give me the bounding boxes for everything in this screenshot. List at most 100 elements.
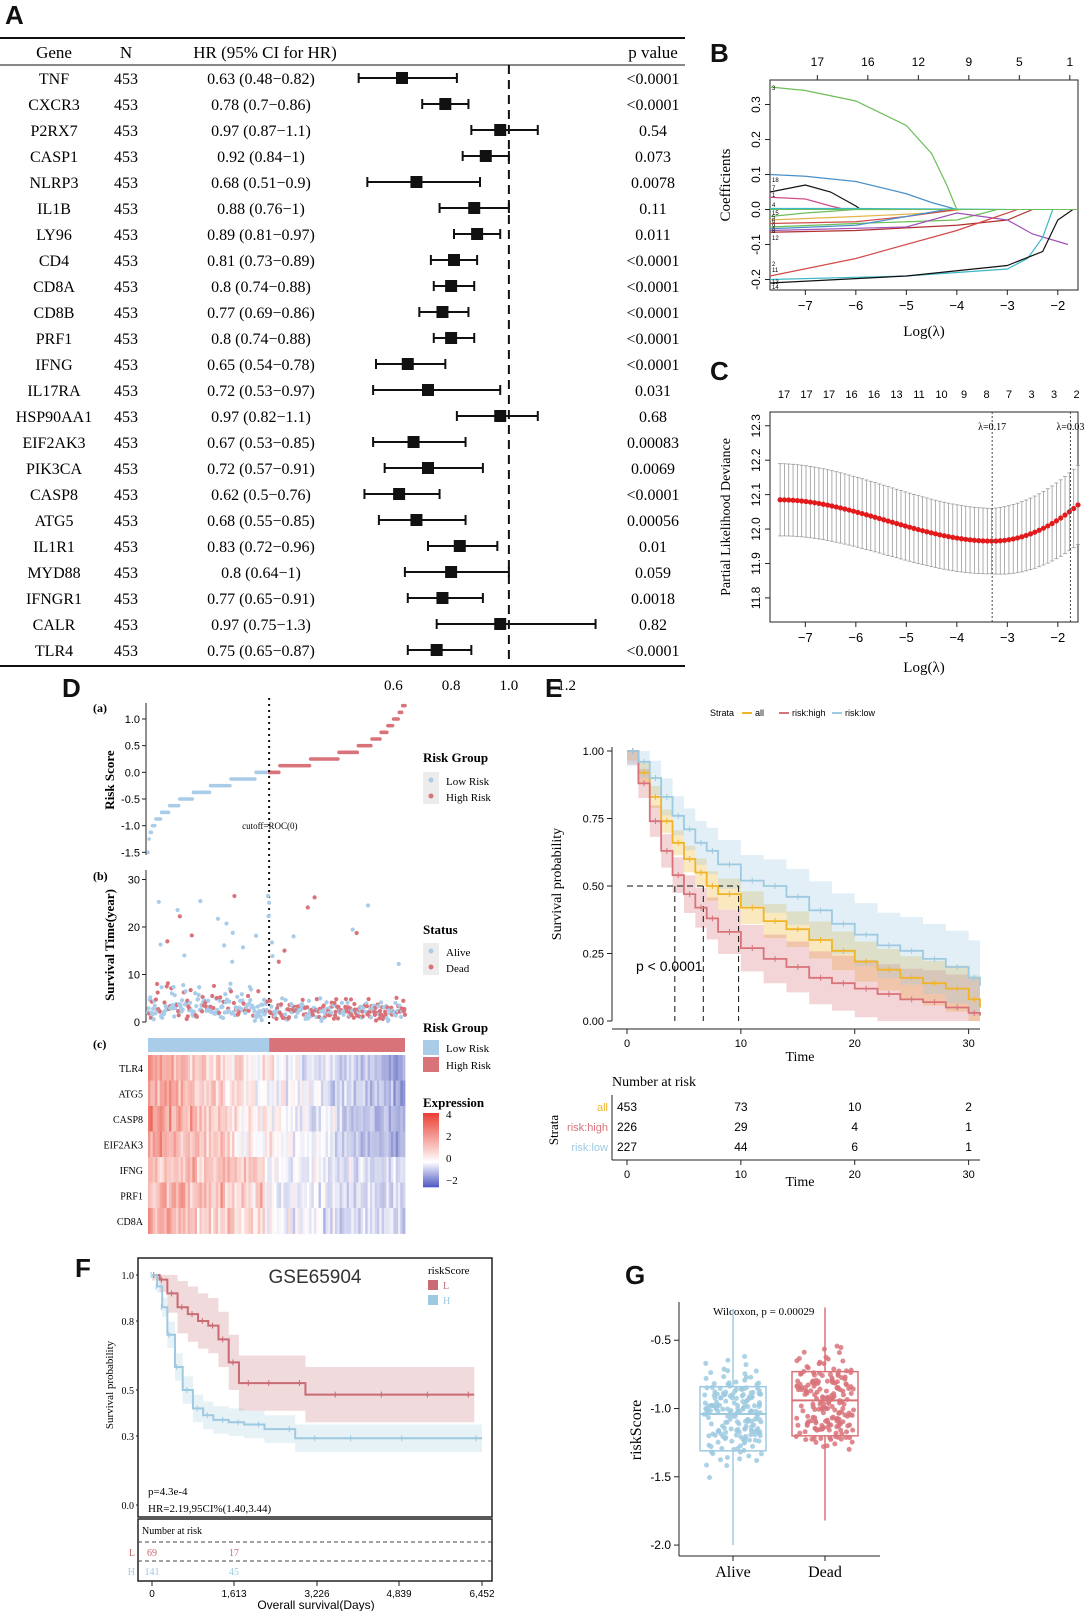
- heatmap-cell: [390, 1106, 394, 1132]
- legend-label: risk:high: [792, 708, 826, 718]
- heatmap-cell: [232, 1080, 235, 1107]
- deviance-point: [915, 526, 921, 533]
- heatmap-cell: [379, 1055, 383, 1081]
- heatmap-cell: [171, 1182, 175, 1209]
- heatmap-cell: [330, 1182, 333, 1209]
- survival-point: [251, 1005, 256, 1010]
- category-label: Alive: [715, 1564, 751, 1581]
- p-value: 0.0018: [631, 591, 675, 608]
- heatmap-cell: [334, 1182, 338, 1209]
- heatmap-cell: [323, 1157, 326, 1183]
- jitter-point: [734, 1419, 740, 1425]
- heatmap-cell: [166, 1106, 170, 1132]
- heatmap-cell: [271, 1080, 275, 1107]
- jitter-point: [796, 1356, 802, 1362]
- heatmap-cell: [290, 1208, 294, 1234]
- heatmap-cell: [260, 1131, 263, 1158]
- heatmap-cell: [229, 1131, 233, 1158]
- heatmap-cell: [227, 1208, 231, 1234]
- survival-point: [291, 934, 296, 939]
- jitter-point: [754, 1458, 760, 1464]
- legend-alive-label: Alive: [446, 947, 471, 959]
- jitter-point: [835, 1371, 841, 1377]
- gene-label: IFNG: [35, 357, 73, 374]
- heatmap-cell: [341, 1055, 345, 1081]
- heatmap-cell: [400, 1131, 404, 1158]
- risk-point: [149, 830, 154, 835]
- survival-point: [394, 995, 399, 1000]
- heatmap-cell: [332, 1157, 336, 1183]
- deviance-point: [1036, 527, 1042, 533]
- hr-text: 0.92 (0.84−1): [217, 149, 305, 166]
- heatmap-cell: [267, 1106, 270, 1132]
- deviance-point: [889, 519, 895, 525]
- expression-gradient-slice: [423, 1179, 439, 1182]
- deviance-point: [984, 538, 990, 544]
- heatmap-cell: [372, 1131, 376, 1158]
- x-axis-title: Overall survival(Days): [257, 1598, 374, 1611]
- heatmap-cell: [390, 1055, 394, 1081]
- heatmap-cell: [276, 1208, 280, 1234]
- heatmap-cell: [225, 1157, 228, 1183]
- hr-text: 0.68 (0.55−0.85): [207, 513, 315, 530]
- heatmap-cell: [148, 1157, 151, 1183]
- heatmap-cell: [327, 1157, 331, 1183]
- heatmap-cell: [288, 1131, 291, 1158]
- heatmap-cell: [246, 1106, 249, 1132]
- heatmap-cell: [255, 1055, 259, 1081]
- heatmap-cell: [169, 1055, 172, 1081]
- expression-gradient-slice: [423, 1159, 439, 1162]
- risk-bar-low: [148, 1038, 270, 1052]
- heatmap-cell: [169, 1106, 172, 1132]
- risk-count: 73: [734, 1100, 748, 1114]
- heatmap-cell: [346, 1182, 350, 1209]
- heatmap-cell: [204, 1080, 207, 1107]
- heatmap-cell: [218, 1208, 221, 1234]
- hr-text: 0.72 (0.57−0.91): [207, 461, 315, 478]
- heatmap-cell: [334, 1055, 338, 1081]
- hr-text: 0.8 (0.64−1): [221, 565, 301, 582]
- heatmap-cell: [344, 1055, 347, 1081]
- heatmap-cell: [192, 1080, 196, 1107]
- heatmap-cell: [257, 1055, 261, 1081]
- jitter-point: [703, 1376, 709, 1382]
- heatmap-cell: [169, 1208, 172, 1234]
- jitter-point: [756, 1431, 762, 1437]
- survival-point: [383, 1012, 388, 1017]
- coef-index-label: 13: [772, 280, 779, 286]
- heatmap-cell: [206, 1182, 210, 1209]
- n-value: 453: [114, 513, 138, 530]
- heatmap-cell: [318, 1080, 322, 1107]
- heatmap-cell: [309, 1157, 312, 1183]
- heatmap-cell: [157, 1131, 161, 1158]
- jitter-point: [719, 1446, 725, 1452]
- coef-index-label: 1: [772, 193, 776, 199]
- heatmap-cell: [341, 1157, 345, 1183]
- heatmap-cell: [397, 1157, 401, 1183]
- gene-label: CD8B: [34, 305, 75, 322]
- deviance-point: [863, 512, 870, 518]
- heatmap-cell: [330, 1131, 333, 1158]
- expression-gradient-slice: [423, 1138, 439, 1142]
- hr-text: 0.72 (0.53−0.97): [207, 383, 315, 400]
- jitter-point: [841, 1392, 847, 1398]
- hr-point: [494, 410, 507, 422]
- heatmap-cell: [253, 1106, 256, 1132]
- y-tick-label: -0.5: [650, 1333, 671, 1347]
- jitter-point: [712, 1432, 718, 1438]
- heatmap-cell: [262, 1080, 266, 1107]
- heatmap-cell: [367, 1208, 371, 1234]
- jitter-point: [755, 1426, 761, 1432]
- heatmap-cell: [211, 1182, 214, 1209]
- lasso-coefficient-plot: −7 −6 −5 −4 −3 −2-0.2-0.10.00.10.20.317 16 12 9 5…: [718, 55, 1079, 340]
- heatmap-cell: [232, 1106, 235, 1132]
- coef-path: [769, 212, 1069, 246]
- risk-point: [336, 757, 340, 761]
- jitter-point: [709, 1403, 715, 1409]
- survival-axis-title: Survival Time(year): [102, 889, 117, 1001]
- expression-gradient-slice: [423, 1124, 439, 1127]
- heatmap-cell: [402, 1131, 406, 1158]
- heatmap-cell: [362, 1131, 366, 1158]
- heatmap-cell: [222, 1080, 226, 1107]
- y-tick-label: 0.5: [125, 741, 140, 753]
